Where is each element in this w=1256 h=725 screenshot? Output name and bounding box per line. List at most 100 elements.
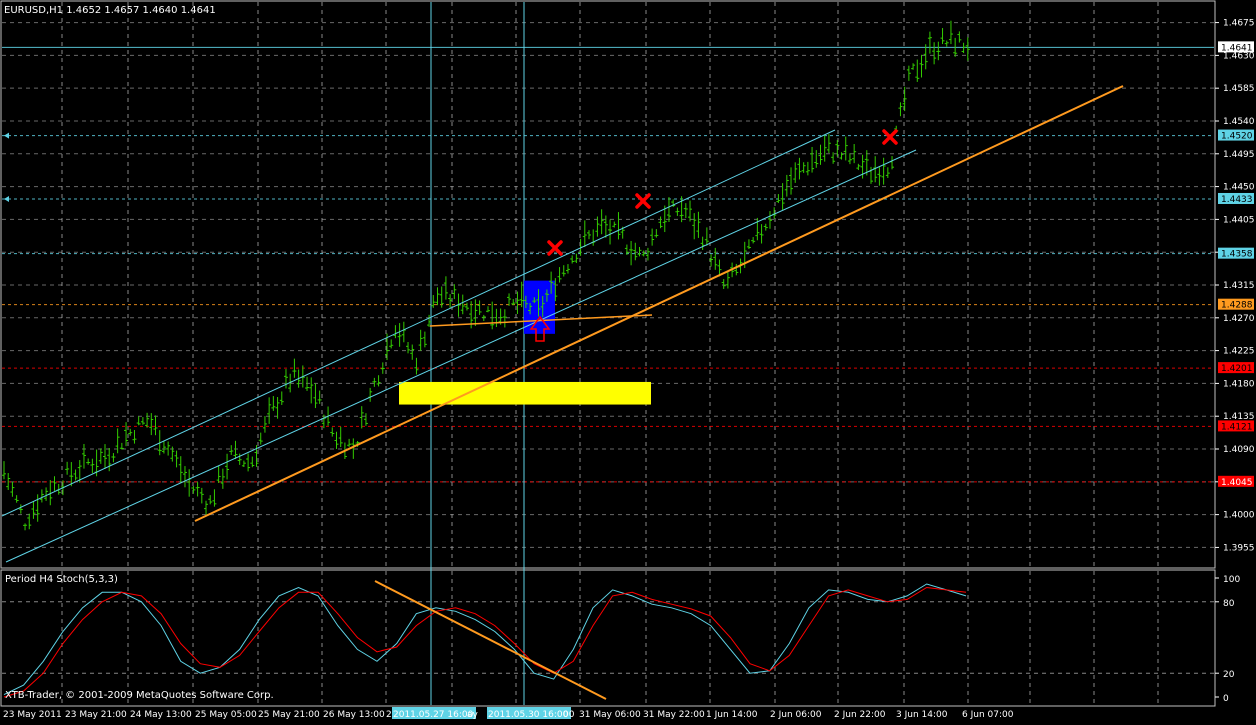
stoch-tick-label: 80	[1223, 599, 1235, 609]
marker-stroke	[547, 240, 563, 256]
time-tick-label: 2 Jun 06:00	[770, 710, 822, 720]
price-bar	[107, 448, 112, 472]
price-bar	[153, 415, 158, 436]
price-bar	[187, 469, 192, 497]
price-bar	[528, 303, 533, 315]
stoch-plot-frame	[0, 569, 1216, 707]
price-bar	[460, 294, 465, 315]
price-bar	[864, 150, 869, 176]
price-tick-label: 1.4675	[1223, 19, 1255, 29]
price-bar	[675, 207, 680, 216]
price-bar	[313, 383, 318, 409]
price-bar	[359, 406, 364, 429]
overlay-back	[2, 2, 1214, 705]
price-bar	[494, 308, 499, 327]
price-bar	[587, 230, 592, 240]
time-tick-label: 26 May 13:00	[323, 710, 385, 720]
price-bar	[839, 152, 844, 160]
price-bar	[603, 215, 608, 238]
price-bar	[565, 264, 570, 274]
price-bar	[372, 377, 377, 387]
price-bar	[713, 247, 718, 270]
level-arrow-icon	[4, 195, 9, 202]
price-bar	[637, 246, 642, 257]
price-bar	[595, 216, 600, 237]
price-bar	[801, 162, 806, 173]
price-bar	[435, 287, 440, 306]
level-label: 1.4433	[1221, 195, 1253, 205]
price-bar	[671, 199, 676, 207]
price-bar	[473, 299, 478, 326]
price-bar	[532, 297, 537, 304]
price-bar	[721, 279, 726, 289]
price-bar	[81, 443, 86, 469]
level-label: 1.4641	[1221, 43, 1253, 53]
price-bar	[856, 163, 861, 171]
price-bar	[683, 203, 688, 219]
time-tick-label: 24 May 13:00	[130, 710, 192, 720]
price-bar	[347, 438, 352, 447]
price-bar	[948, 20, 953, 45]
price-bar	[250, 456, 255, 468]
time-tick-label: 25 May 05:00	[195, 710, 257, 720]
price-bar	[700, 236, 705, 251]
price-bar	[149, 413, 154, 436]
price-tick-label: 1.3955	[1223, 543, 1255, 553]
price-bar	[932, 42, 937, 65]
price-bar	[502, 309, 507, 328]
copyright-text: XTB-Trader, © 2001-2009 MetaQuotes Softw…	[5, 690, 274, 701]
price-bar	[536, 289, 541, 317]
price-bar	[464, 302, 469, 311]
price-bar	[69, 462, 74, 487]
price-bar	[10, 481, 15, 497]
price-bar	[915, 59, 920, 82]
channel-upper-line	[1, 129, 836, 517]
price-bar	[776, 194, 781, 204]
price-bar	[35, 494, 40, 522]
price-bar	[629, 240, 634, 266]
price-bar	[515, 291, 520, 314]
time-tick-label: 3 Jun 14:00	[896, 710, 948, 720]
price-tick-label: 1.4270	[1223, 314, 1255, 324]
price-bar	[380, 362, 385, 374]
price-bar	[233, 440, 238, 460]
price-bar	[23, 523, 28, 531]
price-bar	[73, 469, 78, 481]
level-label: 1.4288	[1221, 301, 1253, 311]
stoch-tick-label: 100	[1223, 575, 1240, 585]
price-bar	[401, 321, 406, 343]
price-bar	[772, 207, 777, 219]
price-bar	[911, 63, 916, 70]
price-bar	[6, 473, 11, 490]
price-bar	[427, 314, 432, 327]
price-bar	[780, 183, 785, 210]
price-bar	[220, 468, 225, 489]
level-label: 1.4045	[1221, 478, 1253, 488]
price-bar	[317, 390, 322, 404]
price-bar	[363, 413, 368, 426]
price-bar	[195, 482, 200, 497]
price-bar	[166, 441, 171, 456]
price-bar	[658, 216, 663, 229]
price-tick-label: 1.4000	[1223, 511, 1255, 521]
channel-lower-line	[5, 149, 917, 563]
price-bar	[2, 461, 6, 480]
sell-marker-0	[547, 240, 563, 256]
price-bar	[145, 412, 150, 428]
grid-lines	[2, 2, 1214, 705]
price-bar	[86, 458, 91, 465]
price-bar	[212, 489, 217, 507]
price-bar	[662, 205, 667, 233]
price-bar	[397, 323, 402, 347]
stoch-divergence-line	[374, 580, 607, 700]
price-bar	[902, 86, 907, 112]
price-tick-label: 1.4135	[1223, 412, 1255, 422]
price-bar	[717, 259, 722, 277]
price-bar	[965, 37, 970, 61]
price-bar	[103, 444, 108, 470]
price-bar	[486, 306, 490, 313]
price-bar	[115, 428, 120, 454]
time-tick-label: 23 May 2011	[3, 710, 62, 720]
